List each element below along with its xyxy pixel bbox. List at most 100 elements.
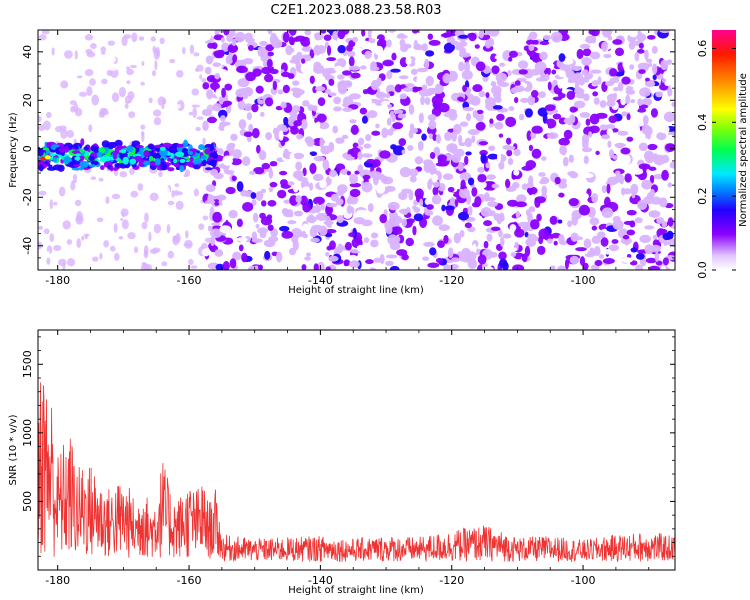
heatmap-cell xyxy=(302,100,310,107)
heatmap-cell xyxy=(140,263,150,270)
heatmap-cell xyxy=(99,158,107,163)
heatmap-cell xyxy=(211,42,218,50)
heatmap-cell xyxy=(160,163,167,171)
heatmap-cell xyxy=(488,30,500,37)
heatmap-cell xyxy=(375,182,386,194)
heatmap-cell xyxy=(438,224,451,231)
heatmap-cell xyxy=(464,222,472,229)
heatmap-cell xyxy=(502,233,512,239)
heatmap-cell xyxy=(486,233,493,242)
heatmap-cell xyxy=(505,246,517,252)
heatmap-cell xyxy=(655,91,663,98)
heatmap-cell xyxy=(277,89,284,95)
heatmap-cell xyxy=(74,50,78,60)
heatmap-cell xyxy=(304,256,311,261)
heatmap-cell xyxy=(124,103,129,109)
heatmap-cell xyxy=(480,152,487,164)
heatmap-cell xyxy=(283,116,289,126)
heatmap-cell xyxy=(319,137,325,148)
heatmap-cell xyxy=(140,81,146,86)
heatmap-cell xyxy=(317,104,325,111)
heatmap-cell xyxy=(356,209,368,216)
heatmap-cell xyxy=(496,113,505,121)
heatmap-cell xyxy=(148,155,154,162)
heatmap-cell xyxy=(206,116,217,124)
heatmap-cell xyxy=(131,32,138,43)
heatmap-cell xyxy=(387,77,395,87)
heatmap-cell xyxy=(222,155,233,166)
heatmap-cell xyxy=(498,161,505,170)
heatmap-cell xyxy=(183,173,188,178)
heatmap-cell xyxy=(184,230,189,239)
heatmap-cell xyxy=(313,32,324,41)
spectrogram-x-axis-label: Height of straight line (km) xyxy=(288,285,424,296)
heatmap-cell xyxy=(373,227,380,234)
heatmap-cell xyxy=(348,65,361,71)
heatmap-cell xyxy=(193,216,198,227)
heatmap-cell xyxy=(287,181,295,186)
heatmap-cell xyxy=(568,198,579,207)
heatmap-cell xyxy=(72,174,78,181)
heatmap-cell xyxy=(235,88,247,98)
heatmap-cell xyxy=(267,224,274,231)
heatmap-cell xyxy=(279,225,290,232)
heatmap-cell xyxy=(515,210,521,219)
heatmap-cell xyxy=(325,266,331,270)
heatmap-cell xyxy=(282,84,290,94)
heatmap-cell xyxy=(542,35,552,41)
heatmap-cell xyxy=(460,129,468,137)
heatmap-cell xyxy=(242,201,254,212)
heatmap-cell xyxy=(151,70,157,77)
heatmap-cell xyxy=(606,128,614,136)
heatmap-cell xyxy=(425,75,434,87)
heatmap-cell xyxy=(576,48,584,60)
heatmap-cell xyxy=(222,100,232,107)
heatmap-cell xyxy=(583,155,589,165)
heatmap-cell xyxy=(315,203,320,214)
heatmap-cell xyxy=(418,112,424,124)
heatmap-cell xyxy=(201,248,211,257)
heatmap-cell xyxy=(238,119,247,130)
heatmap-cell xyxy=(156,240,163,249)
heatmap-cell xyxy=(223,30,230,36)
heatmap-cell xyxy=(534,61,547,72)
heatmap-cell xyxy=(444,205,455,211)
heatmap-cell xyxy=(363,143,372,149)
heatmap-cell xyxy=(280,101,287,109)
heatmap-cell xyxy=(270,68,279,75)
heatmap-cell xyxy=(607,176,620,185)
heatmap-cell xyxy=(38,190,47,196)
heatmap-cell xyxy=(337,44,346,54)
heatmap-cell xyxy=(282,31,290,43)
heatmap-cell xyxy=(173,140,182,144)
heatmap-cell xyxy=(103,240,110,248)
heatmap-cell xyxy=(472,84,483,93)
heatmap-cell xyxy=(214,72,220,80)
heatmap-cell xyxy=(564,258,570,270)
heatmap-cell xyxy=(122,156,129,165)
heatmap-cell xyxy=(631,189,636,199)
heatmap-cell xyxy=(534,196,546,204)
heatmap-cell xyxy=(483,266,494,270)
heatmap-cell xyxy=(292,240,299,251)
heatmap-cell xyxy=(405,83,415,88)
x-tick-label: -100 xyxy=(571,274,596,287)
heatmap-cell xyxy=(253,166,265,175)
heatmap-cell xyxy=(592,91,599,97)
heatmap-cell xyxy=(513,85,525,93)
heatmap-cell xyxy=(198,144,205,151)
heatmap-cell xyxy=(528,175,534,186)
heatmap-cell xyxy=(477,254,487,265)
heatmap-cell xyxy=(309,34,315,46)
heatmap-cell xyxy=(526,130,532,141)
heatmap-cell xyxy=(111,92,120,103)
heatmap-cell xyxy=(531,90,539,98)
heatmap-cell xyxy=(59,125,67,131)
heatmap-cell xyxy=(476,109,484,115)
heatmap-hotspot xyxy=(159,146,166,151)
heatmap-cell xyxy=(252,59,258,65)
heatmap-cell xyxy=(347,50,356,58)
heatmap-cell xyxy=(367,110,378,119)
heatmap-cell xyxy=(462,106,475,112)
heatmap-cell xyxy=(154,60,158,71)
